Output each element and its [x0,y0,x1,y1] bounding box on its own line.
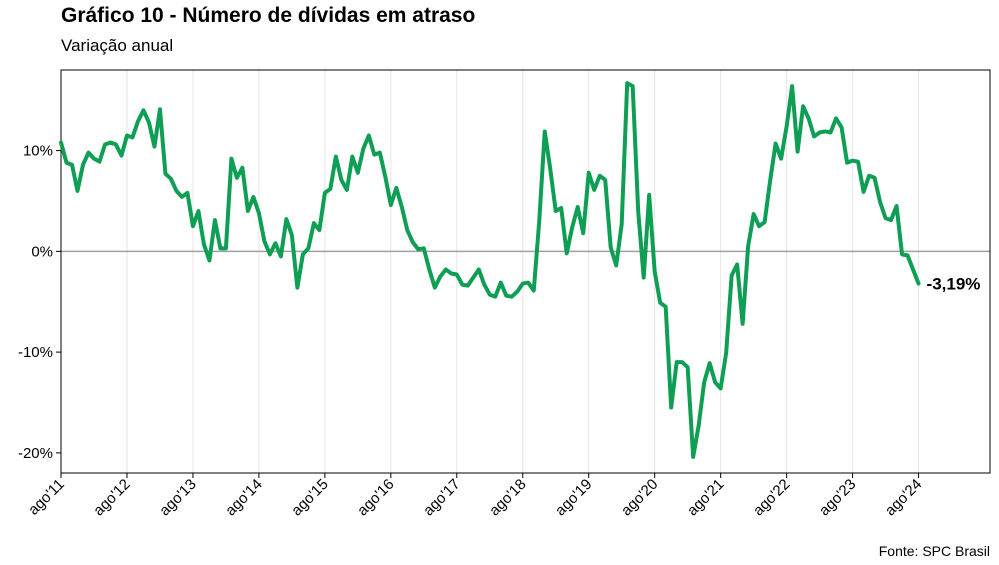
x-tick-label: ago'11 [25,476,68,519]
y-tick-label: 0% [31,243,53,260]
x-tick-label: ago'17 [420,476,464,520]
x-tick-label: ago'14 [222,476,266,520]
chart-title: Gráfico 10 - Número de dívidas em atraso [61,4,476,27]
x-tick-label: ago'21 [684,476,728,520]
x-tick-label: ago'16 [354,476,398,520]
y-tick-label: -20% [18,445,53,462]
x-tick-label: ago'13 [156,476,200,520]
plot-frame [60,69,991,474]
end-value-label: -3,19% [927,274,981,293]
x-tick-label: ago'24 [882,476,926,520]
x-tick-label: ago'18 [486,476,530,520]
series-line [59,81,921,459]
x-tick-label: ago'15 [288,476,332,520]
x-tick-label: ago'12 [90,476,134,520]
y-tick-label: 10% [23,143,53,160]
x-tick-label: ago'22 [750,476,794,520]
x-tick-label: ago'20 [618,476,662,520]
chart-source: Fonte: SPC Brasil [878,543,990,559]
y-tick-label: -10% [18,344,53,361]
chart-subtitle: Variação anual [61,36,174,55]
x-tick-label: ago'23 [816,476,860,520]
x-tick-label: ago'19 [552,476,596,520]
